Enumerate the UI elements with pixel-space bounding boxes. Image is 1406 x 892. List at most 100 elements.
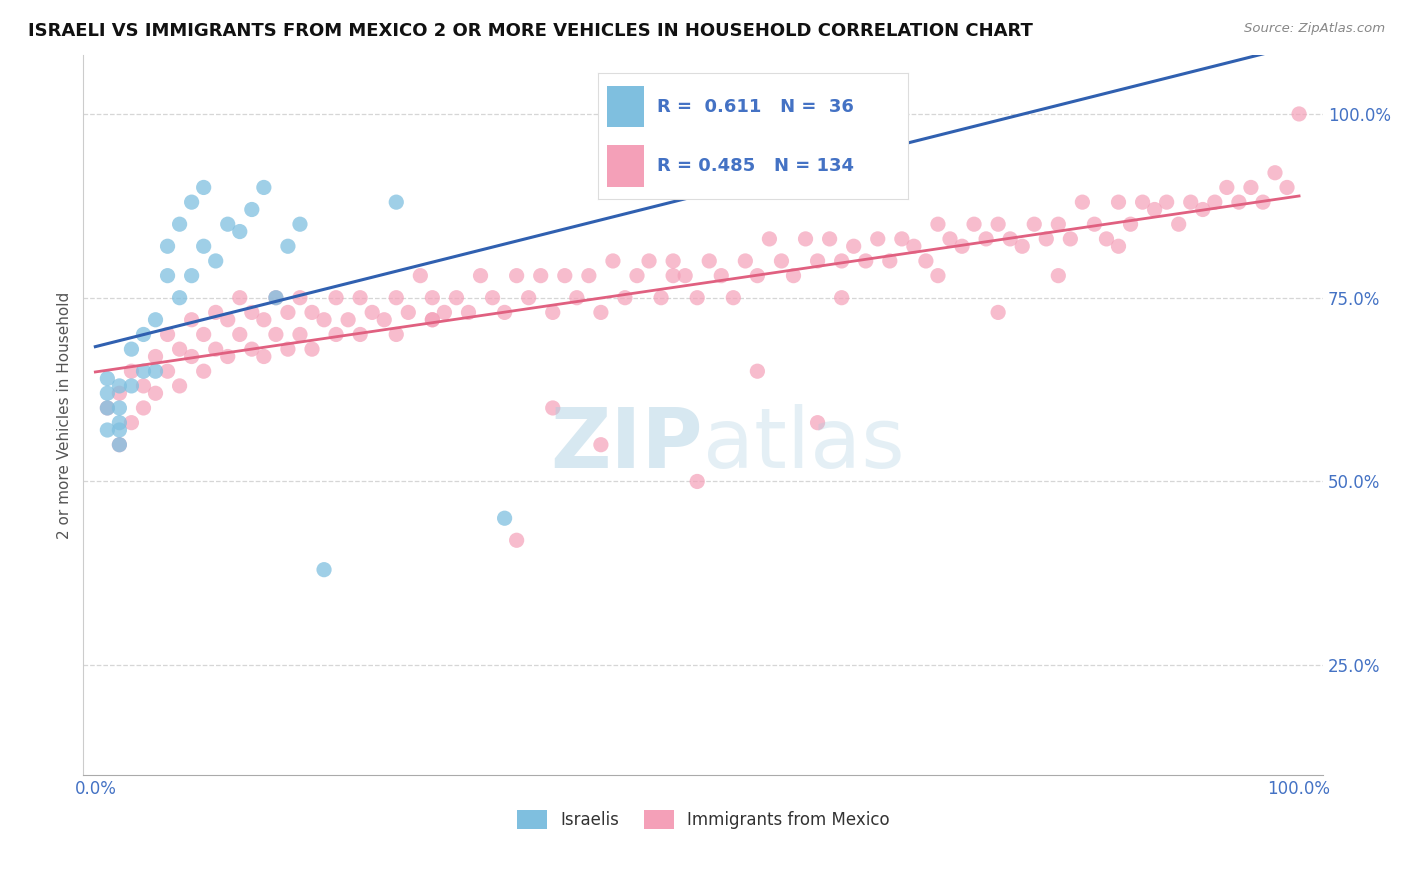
Point [903, 239, 925, 253]
Point [686, 475, 709, 489]
Point [494, 305, 516, 319]
Point [312, 312, 335, 326]
Point [806, 254, 828, 268]
Point [180, 350, 202, 364]
Point [890, 232, 912, 246]
Point [96, 423, 118, 437]
Point [541, 305, 564, 319]
Point [229, 225, 252, 239]
Point [723, 291, 745, 305]
Point [96, 401, 118, 415]
Point [1059, 232, 1081, 246]
Point [108, 438, 131, 452]
Point [108, 401, 131, 415]
Point [1143, 202, 1166, 217]
Point [794, 232, 817, 246]
Point [662, 268, 685, 283]
Point [734, 254, 756, 268]
Point [578, 268, 600, 283]
Point [1180, 195, 1202, 210]
Point [385, 195, 408, 210]
Point [180, 312, 202, 326]
Point [253, 350, 276, 364]
Point [422, 312, 444, 326]
Point [156, 268, 179, 283]
Point [831, 254, 853, 268]
Point [1191, 202, 1213, 217]
Point [879, 107, 901, 121]
Point [1071, 195, 1094, 210]
Point [1024, 217, 1046, 231]
Point [1275, 180, 1298, 194]
Point [1204, 195, 1226, 210]
Point [1264, 166, 1286, 180]
Point [626, 268, 648, 283]
Point [422, 291, 444, 305]
Point [1095, 232, 1118, 246]
Point [446, 291, 468, 305]
Point [337, 312, 360, 326]
Point [277, 305, 299, 319]
Point [193, 364, 215, 378]
Point [120, 364, 142, 378]
Point [879, 144, 901, 158]
Point [169, 217, 191, 231]
Point [422, 312, 444, 326]
Point [361, 305, 384, 319]
Point [277, 342, 299, 356]
Point [264, 327, 287, 342]
Point [1083, 217, 1105, 231]
Point [193, 180, 215, 194]
Point [373, 312, 395, 326]
Point [325, 327, 347, 342]
Point [385, 291, 408, 305]
Point [505, 533, 527, 548]
Point [156, 239, 179, 253]
Point [1216, 180, 1239, 194]
Point [96, 401, 118, 415]
Point [818, 232, 841, 246]
Point [325, 291, 347, 305]
Point [927, 217, 949, 231]
Point [433, 305, 456, 319]
Point [108, 386, 131, 401]
Point [277, 239, 299, 253]
Point [240, 342, 263, 356]
Point [204, 305, 226, 319]
Point [697, 254, 720, 268]
Text: ZIP: ZIP [551, 403, 703, 484]
Point [530, 268, 553, 283]
Point [589, 305, 612, 319]
Point [1240, 180, 1263, 194]
Point [650, 291, 672, 305]
Point [831, 291, 853, 305]
Point [1167, 217, 1189, 231]
Point [457, 305, 479, 319]
Point [169, 342, 191, 356]
Point [193, 327, 215, 342]
Point [132, 327, 155, 342]
Point [1047, 217, 1070, 231]
Point [939, 232, 962, 246]
Point [312, 563, 335, 577]
Point [253, 180, 276, 194]
Point [301, 342, 323, 356]
Point [169, 291, 191, 305]
Point [974, 232, 997, 246]
Point [589, 438, 612, 452]
Point [662, 254, 685, 268]
Point [217, 217, 239, 231]
Point [349, 291, 371, 305]
Point [156, 327, 179, 342]
Point [879, 254, 901, 268]
Point [264, 291, 287, 305]
Point [240, 305, 263, 319]
Point [288, 327, 311, 342]
Point [806, 416, 828, 430]
Point [842, 239, 865, 253]
Point [782, 268, 804, 283]
Point [288, 291, 311, 305]
Point [963, 217, 986, 231]
Text: atlas: atlas [703, 403, 905, 484]
Point [673, 268, 696, 283]
